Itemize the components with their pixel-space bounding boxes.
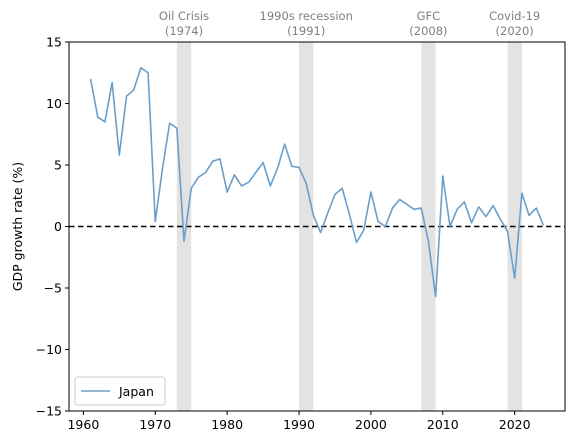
y-tick-label: 15 bbox=[46, 35, 62, 50]
event-band bbox=[421, 42, 436, 411]
event-year-label: (2008) bbox=[409, 24, 447, 38]
event-band bbox=[176, 42, 192, 411]
legend-label-japan: Japan bbox=[118, 384, 154, 399]
series-line-japan bbox=[89, 67, 545, 298]
x-tick-label: 2010 bbox=[427, 417, 459, 432]
x-tick-label: 1980 bbox=[211, 417, 243, 432]
y-tick-label: 10 bbox=[46, 96, 62, 111]
y-tick-label: −15 bbox=[36, 404, 62, 419]
x-tick-label: 1990 bbox=[283, 417, 315, 432]
event-year-label: (1991) bbox=[287, 24, 325, 38]
y-tick-label: −10 bbox=[36, 342, 62, 357]
x-tick-label: 1970 bbox=[139, 417, 171, 432]
y-tick-label: 0 bbox=[54, 219, 62, 234]
event-year-label: (1974) bbox=[165, 24, 203, 38]
event-label: Oil Crisis bbox=[159, 9, 209, 23]
y-tick-label: −5 bbox=[44, 281, 62, 296]
x-tick-label: 2000 bbox=[355, 417, 387, 432]
event-label: 1990s recession bbox=[260, 9, 353, 23]
x-tick-label: 2020 bbox=[499, 417, 531, 432]
y-tick-label: 5 bbox=[54, 158, 62, 173]
event-label: Covid-19 bbox=[489, 9, 540, 23]
event-year-label: (2020) bbox=[496, 24, 534, 38]
event-label: GFC bbox=[417, 9, 441, 23]
y-axis-title: GDP growth rate (%) bbox=[10, 162, 25, 291]
legend-box bbox=[74, 376, 166, 406]
x-tick-label: 1960 bbox=[67, 417, 99, 432]
